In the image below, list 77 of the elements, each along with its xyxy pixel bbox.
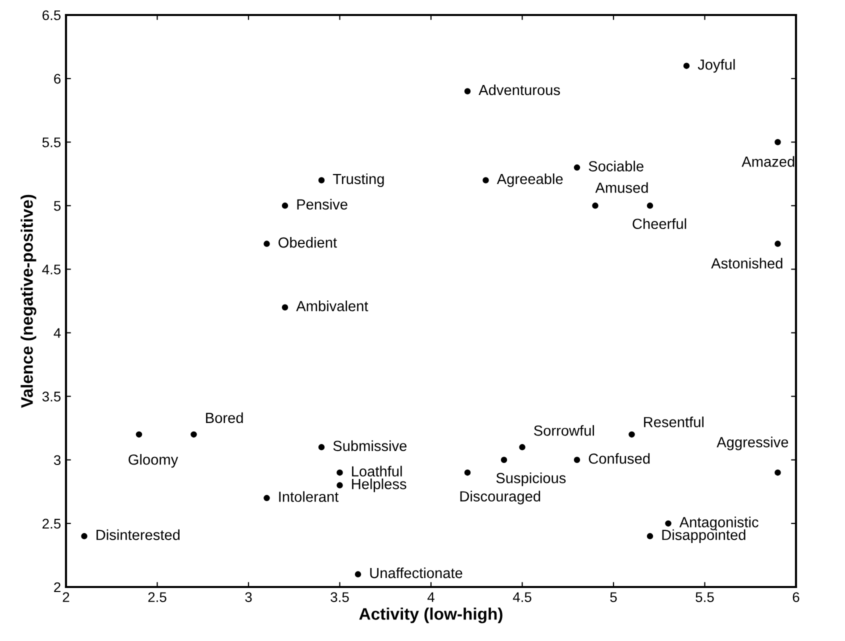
data-label: Submissive (333, 440, 407, 452)
data-label: Loathful (352, 466, 402, 477)
point (81, 533, 88, 540)
data-label: Intolerant (279, 491, 339, 502)
point (282, 304, 288, 310)
x-tick-label: 3 (245, 592, 252, 602)
x-tick-label: 4.5 (512, 592, 532, 602)
y-tick-label: 4.5 (42, 264, 61, 274)
point (646, 202, 654, 209)
data-label: Bored (206, 412, 243, 424)
data-label: Obedient (278, 237, 337, 248)
point (264, 494, 270, 502)
data-label: Amused (595, 182, 648, 193)
x-tick-label: 5.5 (696, 592, 714, 602)
y-tick-label: 6.5 (42, 10, 61, 20)
data-label: Disinterested (96, 529, 180, 540)
point (683, 62, 690, 69)
y-tick-label: 2.5 (42, 518, 61, 529)
x-axis-title: Activity (low-high) (359, 608, 502, 624)
data-label: Trusting (332, 173, 384, 188)
point (646, 533, 654, 540)
point (264, 240, 270, 247)
point (136, 431, 142, 438)
data-label: Amazed (742, 156, 794, 167)
data-label: Helpless (352, 478, 406, 492)
x-tick-label: 6 (792, 592, 800, 602)
data-label: Astonished (711, 258, 782, 269)
point (318, 444, 325, 450)
point (574, 164, 580, 171)
data-label: Cheerful (632, 218, 686, 230)
point (464, 88, 471, 94)
point (592, 202, 598, 209)
y-tick-label: 4 (54, 328, 61, 338)
data-label: Suspicious (496, 472, 566, 486)
point (500, 456, 508, 464)
data-label: Adventurous (478, 84, 560, 96)
point (774, 138, 781, 146)
data-label: Confused (588, 453, 650, 464)
point (519, 444, 526, 450)
x-tick-label: 2.5 (148, 592, 166, 602)
y-tick-label: 5 (54, 201, 61, 211)
point (628, 431, 635, 438)
data-label: Disappointed (662, 529, 746, 543)
data-label: Gloomy (128, 454, 178, 468)
data-label: Discouraged (460, 490, 540, 504)
y-axis-title: Valence (negative-positive) (20, 194, 36, 408)
point (482, 177, 489, 184)
point (336, 482, 343, 488)
point (774, 469, 781, 476)
data-label: Antagonistic (679, 516, 758, 530)
y-tick-label: 3 (54, 455, 61, 466)
x-tick-label: 2 (62, 592, 70, 602)
x-tick-label: 4 (427, 592, 434, 602)
data-label: Ambivalent (296, 300, 368, 312)
data-label: Resentful (644, 416, 704, 428)
point (190, 431, 197, 438)
point (464, 469, 471, 476)
point (354, 571, 362, 578)
y-tick-label: 5.5 (42, 138, 61, 148)
data-label: Sociable (588, 160, 644, 172)
x-tick-label: 3.5 (330, 592, 349, 602)
y-tick-label: 2 (54, 582, 60, 592)
y-tick-label: 3.5 (42, 392, 61, 402)
point (665, 520, 672, 527)
point (318, 177, 325, 184)
point (774, 240, 781, 247)
x-tick-label: 5 (610, 592, 617, 602)
data-label: Sorrowful (534, 425, 594, 436)
point (574, 456, 580, 464)
point (336, 469, 343, 476)
data-label: Pensive (297, 198, 348, 210)
data-label: Joyful (698, 59, 735, 73)
data-label: Agreeable (496, 173, 563, 188)
y-tick-label: 6 (54, 74, 61, 84)
data-label: Aggressive (716, 436, 788, 450)
point (282, 202, 288, 209)
data-label: Unaffectionate (370, 567, 462, 578)
